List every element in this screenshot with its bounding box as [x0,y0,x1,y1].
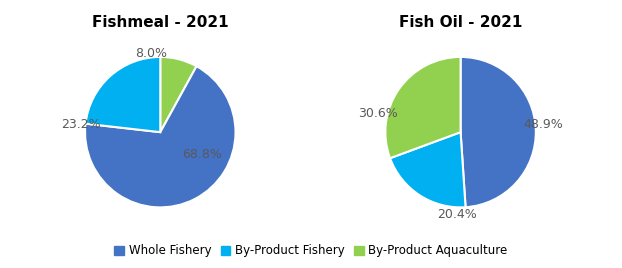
Text: 20.4%: 20.4% [437,209,476,221]
Title: Fishmeal - 2021: Fishmeal - 2021 [92,15,229,30]
Text: 30.6%: 30.6% [358,107,397,120]
Text: 48.9%: 48.9% [524,118,564,131]
Legend: Whole Fishery, By-Product Fishery, By-Product Aquaculture: Whole Fishery, By-Product Fishery, By-Pr… [109,240,513,262]
Wedge shape [86,57,160,132]
Wedge shape [390,132,465,207]
Title: Fish Oil - 2021: Fish Oil - 2021 [399,15,522,30]
Wedge shape [461,57,536,207]
Wedge shape [160,57,197,132]
Wedge shape [386,57,461,158]
Text: 8.0%: 8.0% [135,47,167,60]
Wedge shape [85,66,236,207]
Text: 23.2%: 23.2% [62,118,101,131]
Text: 68.8%: 68.8% [182,148,221,161]
